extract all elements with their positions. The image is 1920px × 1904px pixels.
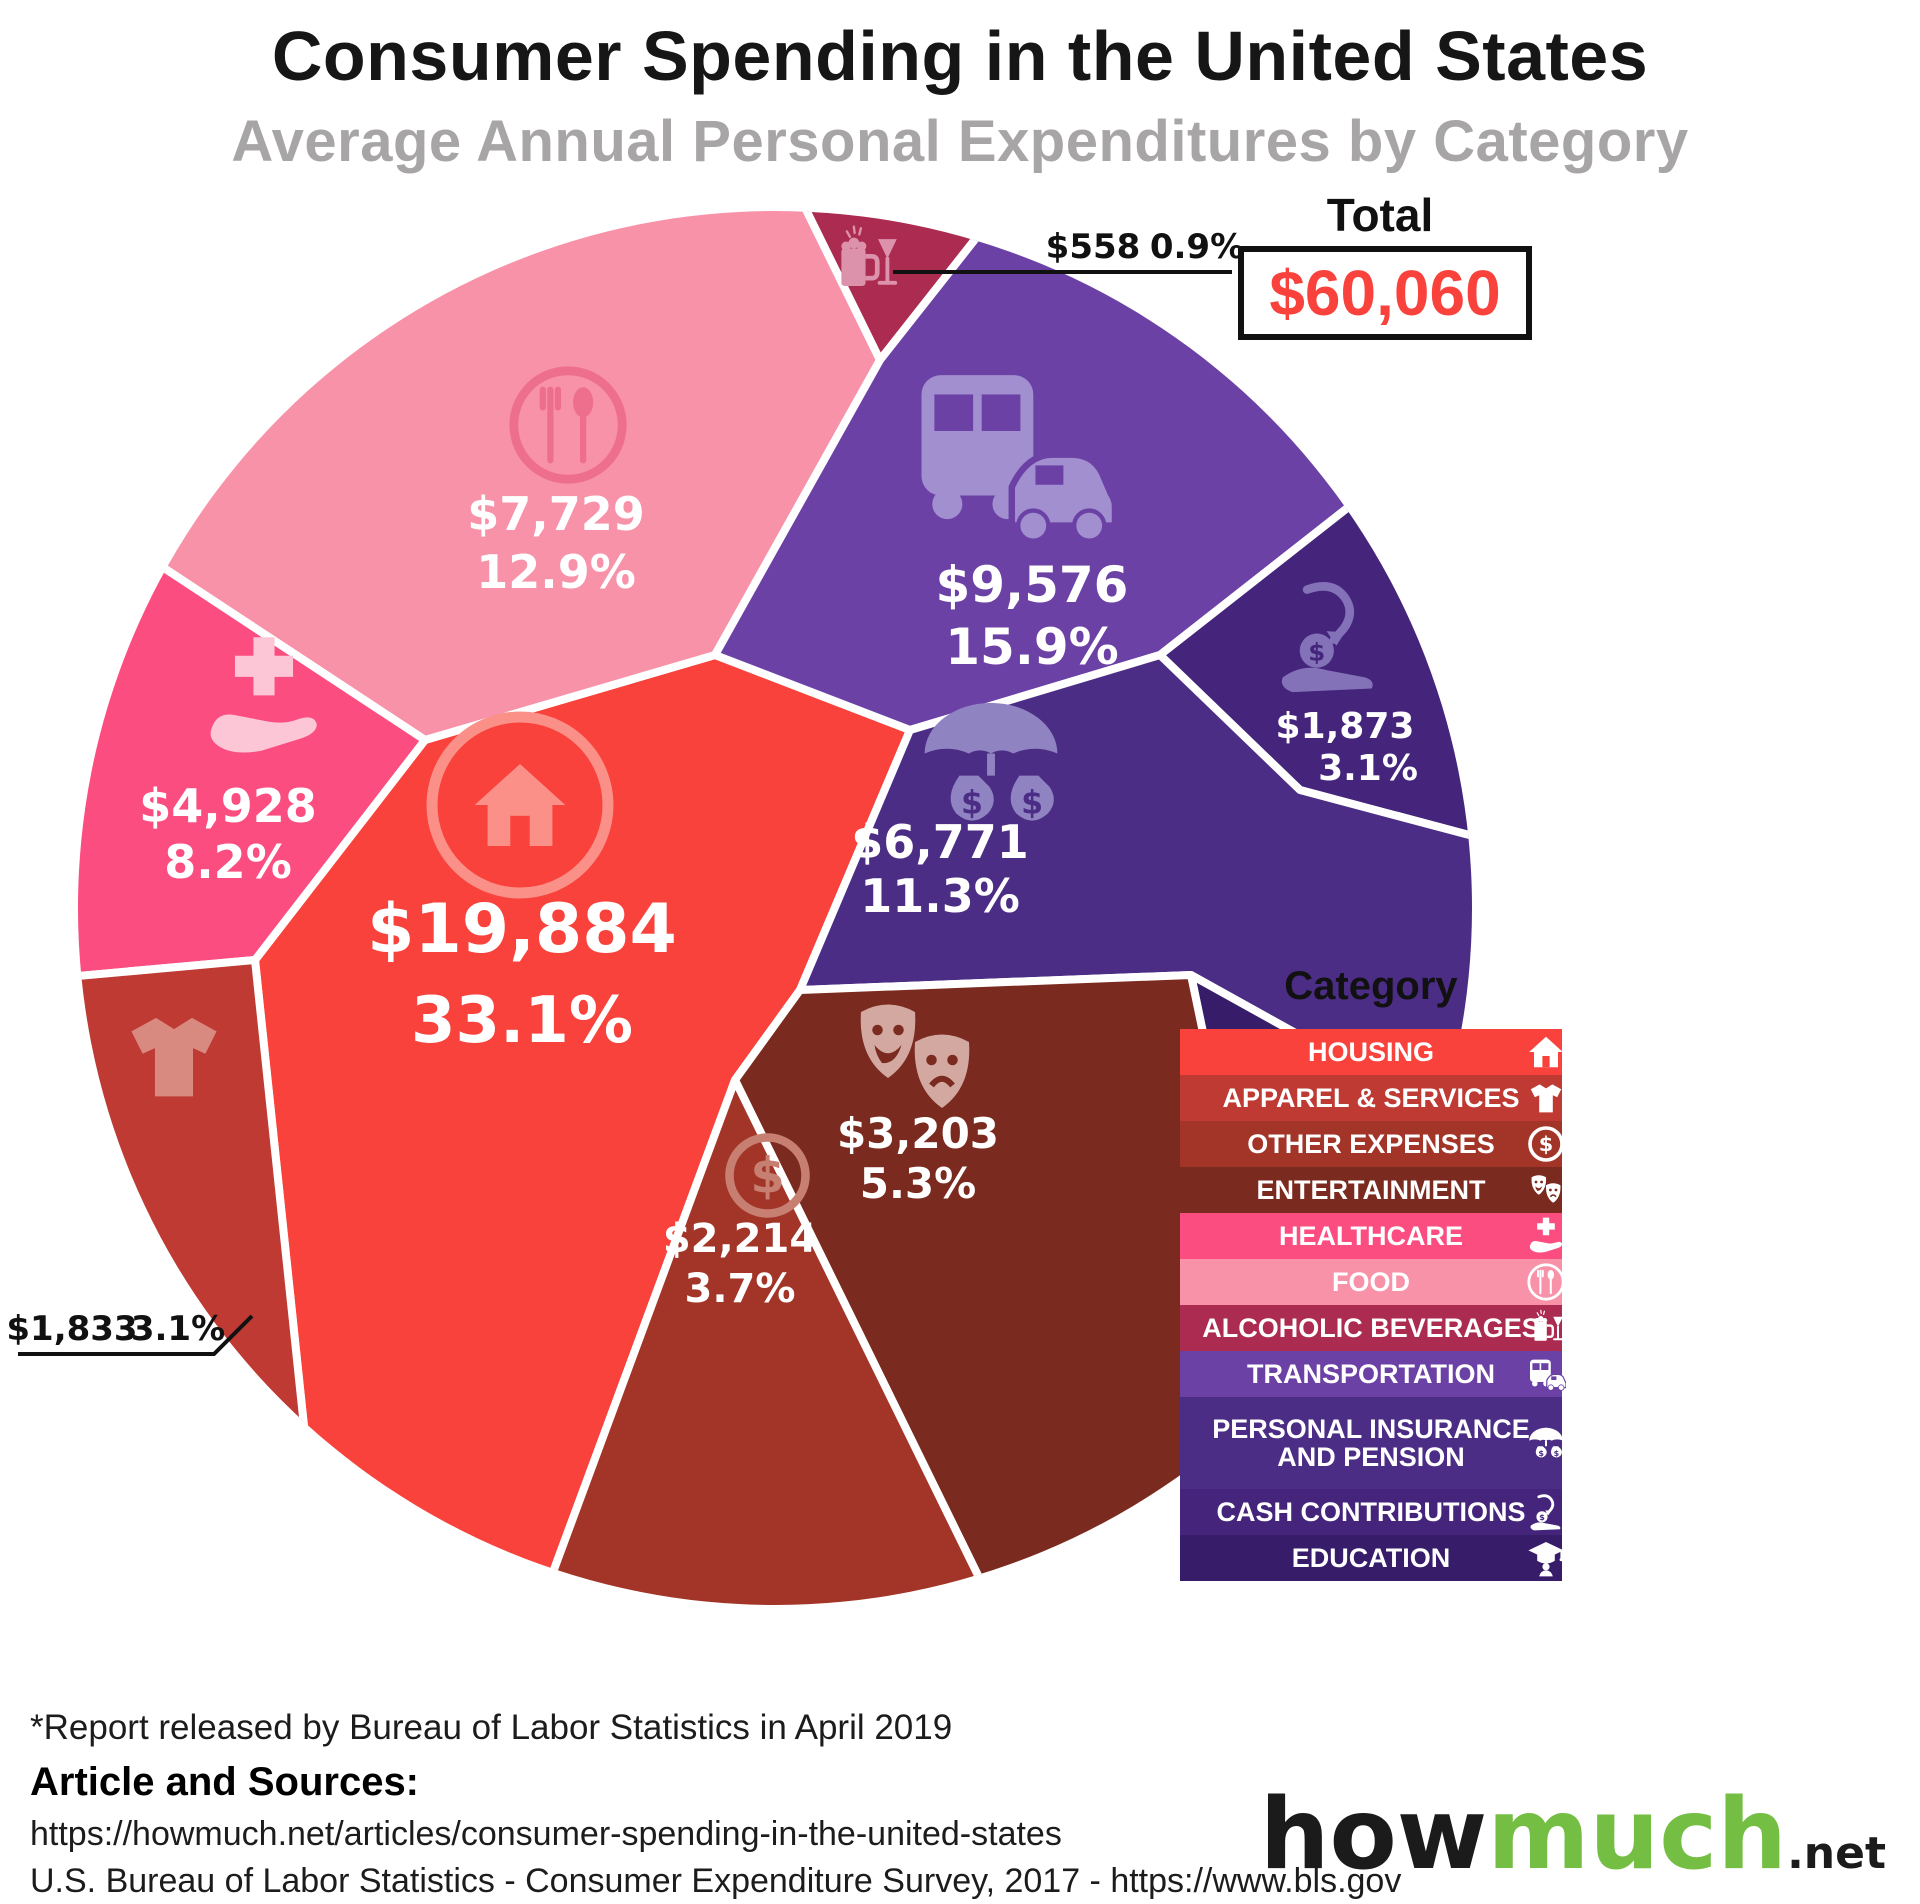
legend-label: HEALTHCARE xyxy=(1279,1220,1463,1251)
cash-contributions-percent: 3.1% xyxy=(1318,748,1418,789)
healthcare-amount: $4,928 xyxy=(139,779,317,833)
legend-item-personal-insurance: PERSONAL INSURANCE AND PENSION xyxy=(1180,1397,1562,1489)
transportation-percent: 15.9% xyxy=(945,618,1118,676)
legend-label: FOOD xyxy=(1332,1266,1410,1297)
legend-item-alcoholic-beverages: ALCOHOLIC BEVERAGES xyxy=(1180,1305,1562,1351)
transportation-amount: $9,576 xyxy=(936,556,1129,614)
page-subtitle: Average Annual Personal Expenditures by … xyxy=(231,109,1689,174)
logo-suffix-net: .net xyxy=(1787,1828,1886,1879)
alcohol-amount: $558 xyxy=(1046,227,1141,267)
healthcare-percent: 8.2% xyxy=(164,835,292,889)
segment-alcoholic-beverages xyxy=(757,211,1040,364)
legend-item-transportation: TRANSPORTATION xyxy=(1180,1351,1562,1397)
entertainment-percent: 5.3% xyxy=(860,1159,976,1208)
bus-car-icon xyxy=(1526,1354,1566,1394)
page-title: Consumer Spending in the United States xyxy=(271,17,1649,95)
insurance-amount: $6,771 xyxy=(851,815,1029,869)
house-icon-ring xyxy=(426,711,614,899)
hand-money-icon xyxy=(1526,1492,1566,1532)
legend-item-other-expenses: OTHER EXPENSES xyxy=(1180,1121,1562,1167)
alcohol-percent: 0.9% xyxy=(1150,227,1244,267)
other-expenses-amount: $2,214 xyxy=(663,1216,817,1262)
sources-heading: Article and Sources: xyxy=(30,1760,420,1804)
footer: *Report released by Bureau of Labor Stat… xyxy=(30,1708,1401,1904)
logo-word-much: much xyxy=(1487,1778,1788,1892)
housing-percent: 33.1% xyxy=(411,984,633,1058)
source-url-1: https://howmuch.net/articles/consumer-sp… xyxy=(30,1815,1062,1853)
fork-spoon-icon xyxy=(1526,1262,1566,1302)
food-percent: 12.9% xyxy=(476,545,636,599)
legend-label: HOUSING xyxy=(1307,1036,1434,1067)
health-cross-hand-icon xyxy=(1526,1216,1566,1256)
legend-label: ALCOHOLIC BEVERAGES xyxy=(1202,1312,1540,1343)
legend-label: CASH CONTRIBUTIONS xyxy=(1216,1496,1526,1527)
housing-amount: $19,884 xyxy=(367,890,677,969)
legend-item-apparel: APPAREL & SERVICES xyxy=(1180,1075,1562,1121)
entertainment-amount: $3,203 xyxy=(837,1109,999,1158)
legend-title: Category xyxy=(1284,964,1458,1008)
legend-item-healthcare: HEALTHCARE xyxy=(1180,1213,1562,1259)
apparel-percent: 3.1% xyxy=(131,1309,225,1349)
theater-masks-icon xyxy=(1526,1170,1566,1210)
legend-item-housing: HOUSING xyxy=(1180,1029,1562,1075)
food-amount: $7,729 xyxy=(467,487,645,541)
apparel-callout-line xyxy=(18,1314,254,1356)
segment-other-expenses xyxy=(511,1076,1023,1605)
insurance-percent: 11.3% xyxy=(860,869,1020,923)
legend-label: ENTERTAINMENT xyxy=(1256,1174,1486,1205)
legend-label: EDUCATION xyxy=(1291,1542,1451,1573)
legend-item-entertainment: ENTERTAINMENT xyxy=(1180,1167,1562,1213)
dollar-circle-icon xyxy=(1526,1124,1566,1164)
source-line-2: U.S. Bureau of Labor Statistics - Consum… xyxy=(30,1862,1402,1900)
legend-label: APPAREL & SERVICES xyxy=(1222,1082,1520,1113)
house-icon xyxy=(1526,1032,1566,1072)
legend-item-cash-contributions: CASH CONTRIBUTIONS xyxy=(1180,1489,1562,1535)
legend-item-education: EDUCATION xyxy=(1180,1535,1562,1581)
drinks-icon xyxy=(1526,1308,1566,1348)
apparel-amount: $1,833 xyxy=(6,1309,137,1349)
other-expenses-percent: 3.7% xyxy=(685,1266,796,1312)
umbrella-money-bags-icon xyxy=(1526,1423,1566,1463)
logo-word-how: how xyxy=(1259,1778,1488,1892)
legend-label: OTHER EXPENSES xyxy=(1247,1128,1495,1159)
tshirt-icon xyxy=(1526,1078,1566,1118)
legend-label: PERSONAL INSURANCE AND PENSION xyxy=(1212,1413,1530,1472)
total-spending-value: $60,060 xyxy=(1238,246,1532,340)
legend-item-food: FOOD xyxy=(1180,1259,1562,1305)
grad-cap-icon xyxy=(1526,1538,1566,1578)
howmuch-logo: howmuch.net xyxy=(1260,1778,1886,1892)
legend: Category HOUSING APPAREL & SERVICES OTHE… xyxy=(1180,964,1562,1581)
legend-label: TRANSPORTATION xyxy=(1247,1358,1495,1389)
report-note: *Report released by Bureau of Labor Stat… xyxy=(30,1708,953,1747)
cash-contributions-amount: $1,873 xyxy=(1276,706,1415,747)
